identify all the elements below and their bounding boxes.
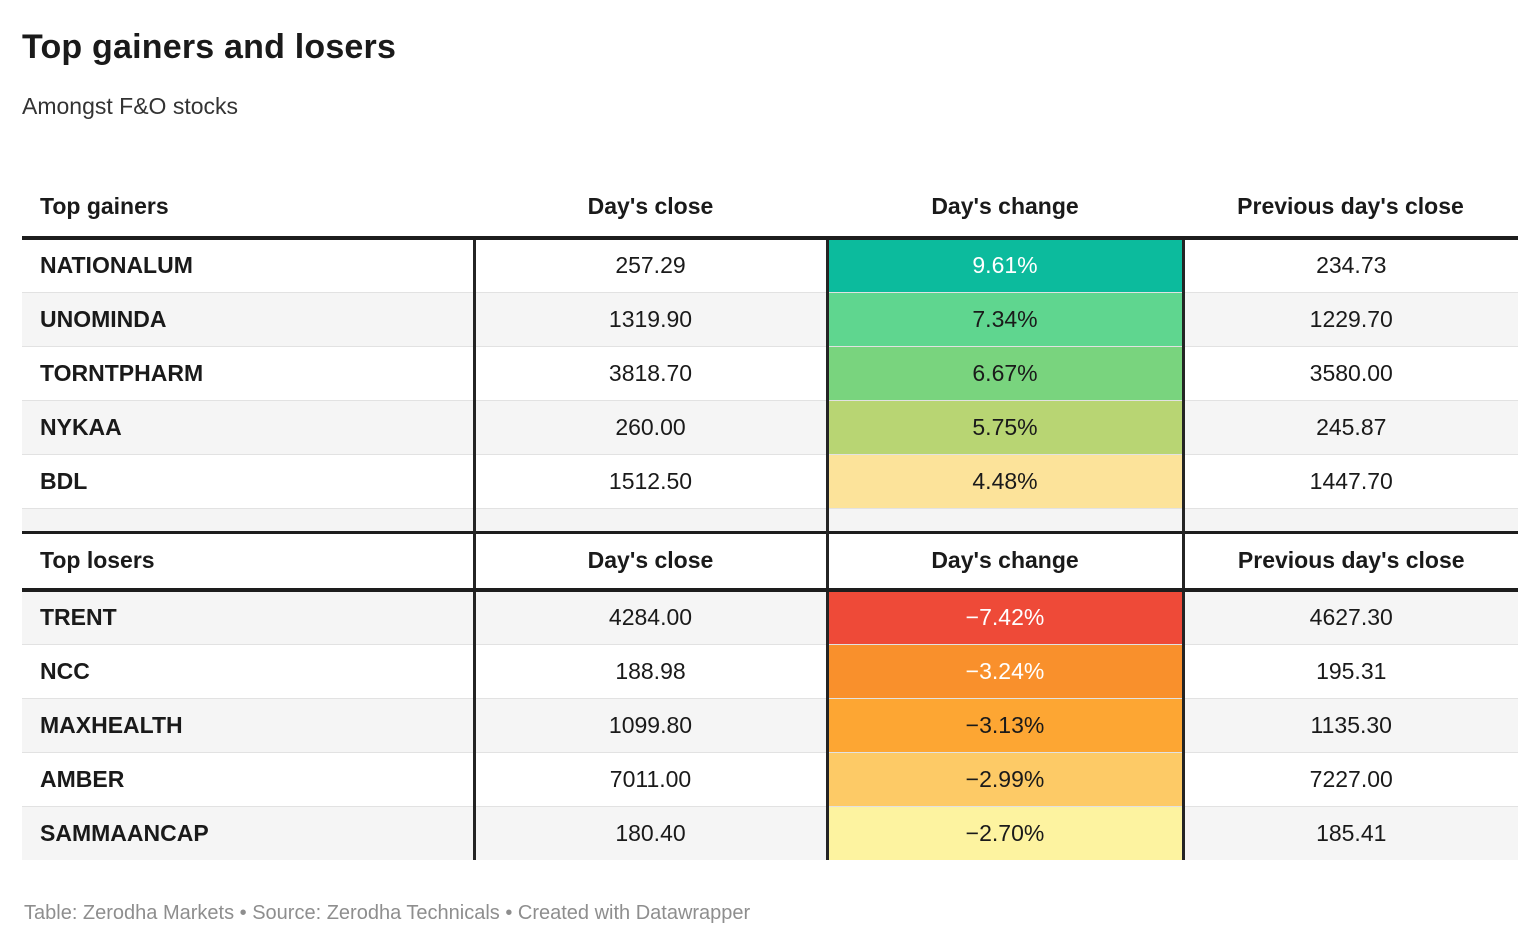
days-change-cell: −2.99%	[825, 751, 1183, 806]
stock-name-cell: NCC	[22, 643, 474, 698]
prev-close-cell: 4627.30	[1181, 590, 1518, 644]
days-close-cell: 3818.70	[472, 345, 827, 400]
table-row: MAXHEALTH 1099.80 −3.13% 1135.30	[22, 697, 1518, 752]
column-header-prev-close: Previous day's close	[1181, 530, 1518, 592]
datawrapper-table-page: Top gainers and losers Amongst F&O stock…	[22, 28, 1518, 924]
prev-close-cell: 1447.70	[1181, 453, 1518, 508]
stock-name-cell: SAMMAANCAP	[22, 805, 474, 860]
prev-close-cell: 7227.00	[1181, 751, 1518, 806]
table-row: UNOMINDA 1319.90 7.34% 1229.70	[22, 291, 1518, 346]
days-close-cell: 1099.80	[472, 697, 827, 752]
table-row: NYKAA 260.00 5.75% 245.87	[22, 399, 1518, 454]
stock-name-cell: TRENT	[22, 590, 474, 644]
prev-close-cell: 1229.70	[1181, 291, 1518, 346]
column-header-top-losers: Top losers	[22, 530, 474, 592]
days-close-cell: 1512.50	[472, 453, 827, 508]
prev-close-cell: 234.73	[1181, 238, 1518, 292]
days-close-cell: 257.29	[472, 238, 827, 292]
column-header-prev-close: Previous day's close	[1183, 176, 1518, 240]
gainers-losers-table: Top gainers Day's close Day's change Pre…	[22, 176, 1518, 860]
prev-close-cell: 245.87	[1181, 399, 1518, 454]
stock-name-cell: NATIONALUM	[40, 252, 193, 279]
gainers-header-row: Top gainers Day's close Day's change Pre…	[22, 176, 1518, 240]
prev-close-cell: 195.31	[1181, 643, 1518, 698]
table-row: NCC 188.98 −3.24% 195.31	[22, 643, 1518, 698]
losers-header-row: Top losers Day's close Day's change Prev…	[22, 530, 1518, 592]
days-change-cell: 7.34%	[825, 291, 1183, 346]
days-close-cell: 180.40	[472, 805, 827, 860]
prev-close-cell: 185.41	[1181, 805, 1518, 860]
days-change-cell: 9.61%	[825, 238, 1183, 292]
table-row: BDL 1512.50 4.48% 1447.70	[22, 453, 1518, 508]
attribution-footer: Table: Zerodha Markets • Source: Zerodha…	[24, 902, 751, 924]
table-row: TORNTPHARM 3818.70 6.67% 3580.00	[22, 345, 1518, 400]
days-change-cell: 5.75%	[825, 399, 1183, 454]
days-change-cell: 4.48%	[825, 453, 1183, 508]
days-close-cell: 188.98	[472, 643, 827, 698]
days-change-cell: −3.13%	[825, 697, 1183, 752]
days-change-cell: −3.24%	[825, 643, 1183, 698]
table-row: AMBER 7011.00 −2.99% 7227.00	[22, 751, 1518, 806]
days-change-cell: 6.67%	[825, 345, 1183, 400]
column-header-days-close: Day's close	[472, 530, 827, 592]
stock-name-cell: TORNTPHARM	[22, 345, 474, 400]
column-header-days-close: Day's close	[474, 176, 827, 240]
stock-name-cell: MAXHEALTH	[22, 697, 474, 752]
stock-name-cell: AMBER	[22, 751, 474, 806]
days-close-cell: 4284.00	[472, 590, 827, 644]
stock-name-cell: UNOMINDA	[22, 291, 474, 346]
page-title: Top gainers and losers	[22, 28, 397, 66]
prev-close-cell: 1135.30	[1181, 697, 1518, 752]
days-close-cell: 260.00	[472, 399, 827, 454]
column-header-top-gainers: Top gainers	[22, 176, 474, 240]
table-row: NATIONALUM 257.29 9.61% 234.73	[22, 238, 1518, 292]
days-close-cell: 1319.90	[472, 291, 827, 346]
days-change-cell: −7.42%	[825, 590, 1183, 644]
days-close-cell: 7011.00	[472, 751, 827, 806]
stock-name-cell: NYKAA	[22, 399, 474, 454]
column-header-days-change: Day's change	[827, 176, 1183, 240]
days-change-cell: −2.70%	[825, 805, 1183, 860]
column-header-days-change: Day's change	[825, 530, 1183, 592]
page-subtitle: Amongst F&O stocks	[22, 93, 239, 119]
stock-name-cell: BDL	[22, 453, 474, 508]
table-row: SAMMAANCAP 180.40 −2.70% 185.41	[22, 805, 1518, 860]
prev-close-cell: 3580.00	[1181, 345, 1518, 400]
table-row: TRENT 4284.00 −7.42% 4627.30	[22, 590, 1518, 644]
table-section-spacer	[22, 507, 1518, 532]
